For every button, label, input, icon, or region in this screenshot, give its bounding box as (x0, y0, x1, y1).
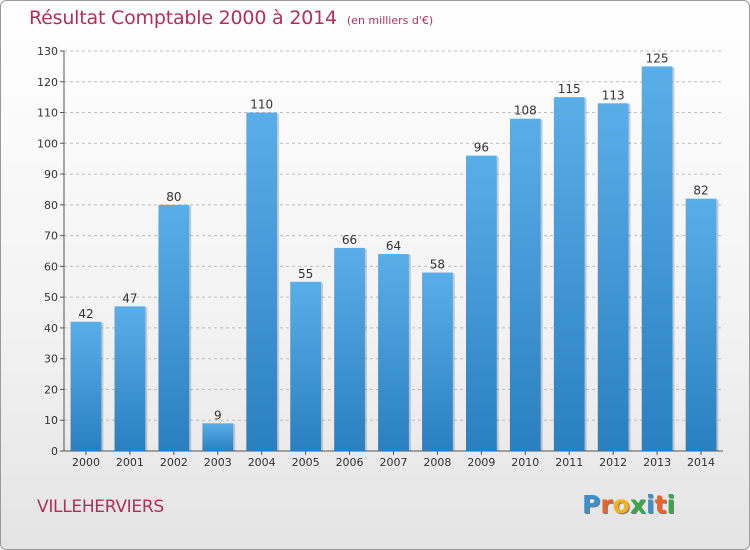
y-tick-label: 60 (44, 260, 58, 273)
chart-title: Résultat Comptable 2000 à 2014 (29, 7, 337, 29)
title-row: Résultat Comptable 2000 à 2014 (en millie… (29, 7, 433, 29)
proxiti-logo: Proxiti (582, 490, 675, 519)
x-tick-label: 2009 (467, 456, 495, 469)
x-tick-label: 2008 (423, 456, 451, 469)
y-tick-label: 50 (44, 291, 58, 304)
y-tick-label: 110 (37, 107, 58, 120)
x-tick-label: 2006 (336, 456, 364, 469)
logo-letter: i (646, 490, 655, 519)
logo-letter: t (654, 490, 667, 519)
bar-value-label: 64 (386, 239, 401, 253)
x-tick-label: 2004 (248, 456, 276, 469)
bar-value-label: 108 (514, 104, 537, 118)
x-tick-label: 2011 (555, 456, 583, 469)
y-tick-label: 70 (44, 230, 58, 243)
x-tick-label: 2005 (292, 456, 320, 469)
bar-value-label: 80 (166, 190, 181, 204)
bar-value-label: 125 (646, 51, 669, 65)
y-tick-label: 30 (44, 353, 58, 366)
x-tick-label: 2013 (643, 456, 671, 469)
bar-value-label: 66 (342, 233, 357, 247)
x-tick-label: 2014 (687, 456, 715, 469)
logo-letter: i (666, 490, 676, 519)
y-tick-label: 20 (44, 383, 58, 396)
y-tick-label: 130 (37, 45, 58, 58)
bar (334, 247, 365, 451)
bar-value-label: 82 (693, 184, 708, 198)
bar (597, 103, 629, 452)
y-tick-label: 40 (44, 322, 58, 335)
bar-value-label: 47 (122, 291, 137, 305)
labels: 0 10 20 30 40 50 60 70 80 90 100 110 120 130 42 2000 47 2… (37, 45, 715, 469)
bar (553, 97, 585, 452)
x-tick-label: 2010 (511, 456, 539, 469)
bar-value-label: 42 (78, 307, 93, 321)
logo-letter: x (629, 490, 646, 519)
bar (378, 254, 409, 451)
bar (641, 66, 673, 451)
bar (158, 204, 190, 451)
bar (290, 281, 322, 451)
bar (509, 118, 541, 451)
x-tick-label: 2000 (72, 456, 100, 469)
x-tick-label: 2002 (160, 456, 188, 469)
chart-subtitle: (en milliers d'€) (346, 14, 434, 27)
y-tick-label: 80 (44, 199, 58, 212)
logo-letter: r (600, 490, 613, 519)
city-name: VILLEHERVIERS (37, 497, 164, 517)
bar (114, 306, 146, 451)
bar (70, 321, 102, 451)
bar-value-label: 113 (602, 88, 625, 102)
bar-value-label: 58 (430, 258, 445, 272)
logo-letter: o (612, 490, 630, 519)
bars (70, 66, 719, 452)
y-tick-label: 100 (37, 137, 58, 150)
bar-value-label: 110 (250, 98, 273, 112)
y-tick-label: 90 (44, 168, 58, 181)
logo-letter: P (582, 490, 601, 519)
x-tick-label: 2001 (116, 456, 144, 469)
bar (685, 198, 717, 451)
bar-value-label: 96 (474, 141, 489, 155)
bar-value-label: 55 (298, 267, 313, 281)
x-tick-label: 2003 (204, 456, 232, 469)
bar (422, 272, 453, 451)
bar (465, 155, 497, 451)
bar (202, 423, 234, 451)
x-tick-label: 2012 (599, 456, 627, 469)
bar-value-label: 9 (214, 408, 222, 422)
x-tick-label: 2007 (380, 456, 408, 469)
bar-value-label: 115 (558, 82, 581, 96)
bar (246, 112, 278, 452)
y-tick-label: 0 (51, 445, 58, 458)
y-tick-label: 120 (37, 76, 58, 89)
y-tick-label: 10 (44, 414, 58, 427)
